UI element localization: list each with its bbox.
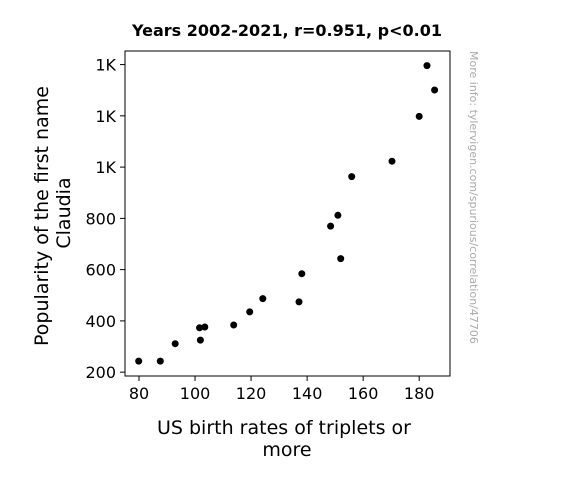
data-point-7 [230,321,238,329]
data-point-17 [415,112,423,120]
x-axis-label-line-1: US birth rates of triplets or [157,417,411,439]
data-point-15 [348,173,356,181]
x-tick-label: 80 [129,384,149,403]
y-tick-label: 400 [85,312,116,331]
x-axis-label: US birth rates of triplets or more [157,417,417,461]
data-point-19 [431,86,439,94]
data-point-1 [135,357,143,365]
x-axis-label-line-2: more [262,439,311,461]
data-point-10 [295,298,303,306]
data-point-6 [201,323,209,331]
x-tick-label: 120 [236,384,267,403]
data-point-12 [327,222,335,230]
data-point-5 [196,336,204,344]
plot-area [124,50,451,377]
data-point-11 [298,270,306,278]
x-tick-label: 180 [404,384,435,403]
data-point-8 [246,308,254,316]
data-points [135,62,439,365]
y-tick-label: 1K [95,56,116,75]
watermark-text: More info: tylervigen.com/spurious/corre… [467,51,480,344]
data-point-18 [423,62,431,70]
y-tick-label: 1K [95,158,116,177]
x-tick-label: 100 [180,384,211,403]
y-tick-label: 600 [85,261,116,280]
chart-title: Years 2002-2021, r=0.951, p<0.01 [131,21,442,40]
data-point-4 [196,324,203,332]
y-tick-label: 800 [85,209,116,228]
y-tick-label: 1K [95,107,116,126]
data-point-2 [156,357,164,365]
y-axis-label: Popularity of the first name Claudia [31,80,75,346]
y-axis: 200 400 600 800 1K 1K 1K [85,56,125,382]
plot-frame [124,50,451,377]
data-point-14 [337,255,345,263]
x-axis: 80 100 120 140 160 180 [129,376,435,403]
data-point-13 [334,211,342,219]
x-tick-label: 140 [292,384,323,403]
data-point-16 [388,157,396,165]
y-axis-label-line-2: Claudia [53,177,75,248]
y-tick-label: 200 [85,363,116,382]
x-tick-label: 160 [348,384,379,403]
y-axis-label-line-1: Popularity of the first name [31,86,53,346]
data-point-3 [171,340,179,348]
data-point-9 [259,295,267,303]
